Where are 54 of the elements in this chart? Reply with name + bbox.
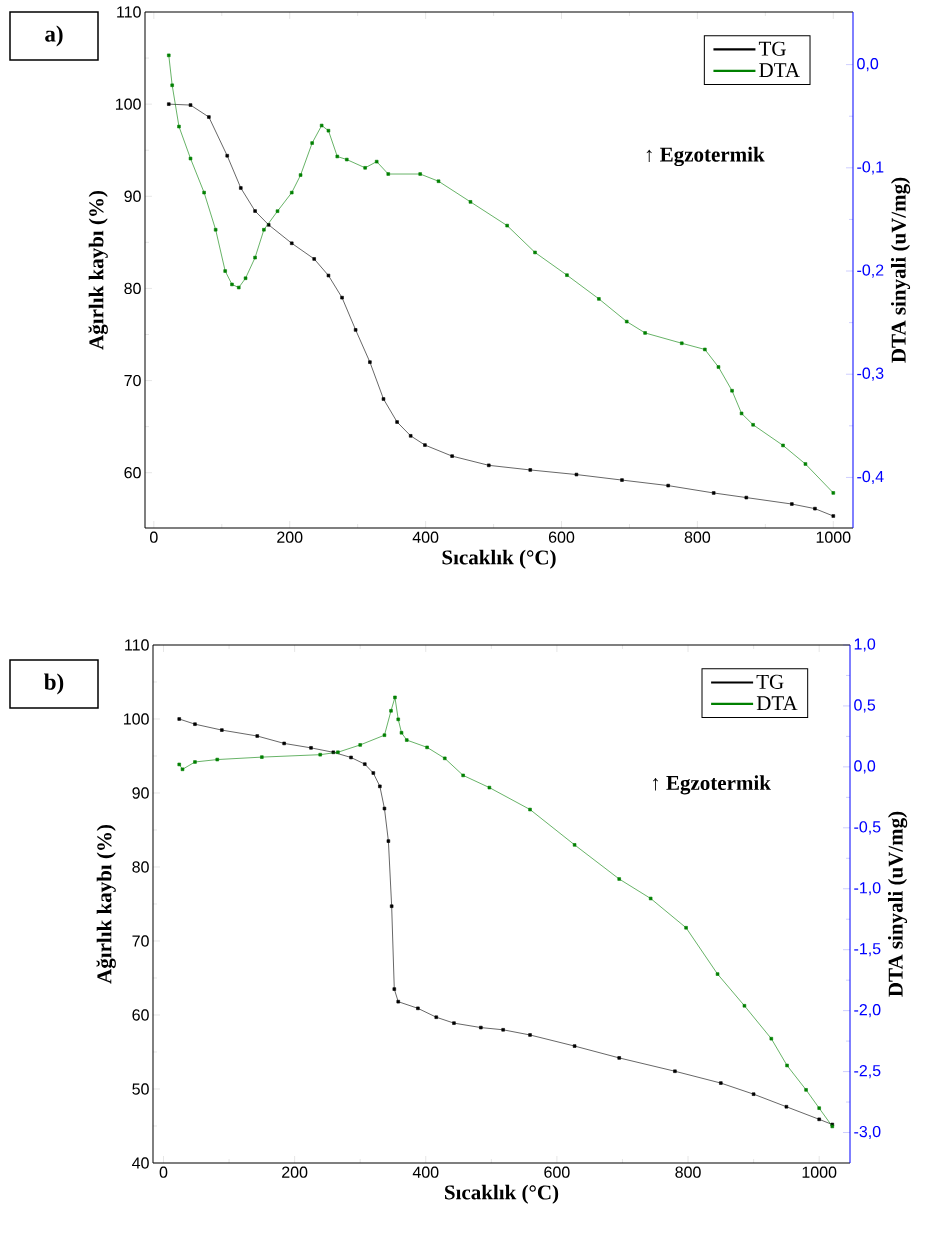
y-tick-label: 80 [132,861,149,873]
x-tick-label: 400 [412,531,439,543]
y-tick-label: 70 [124,374,141,387]
legend-label: DTA [756,696,798,711]
y2-tick-label: -2,0 [854,1004,881,1018]
y2-tick-label: -1,0 [854,882,881,896]
y-tick-label: 80 [124,282,141,295]
y2-tick-label: 0,5 [854,699,876,713]
x-tick-label: 0 [159,1166,168,1178]
x-tick-label: 1000 [816,531,851,543]
text: b) [44,673,64,695]
y-tick-label: 40 [132,1157,149,1169]
y-tick-label: 110 [125,639,149,651]
x-tick-label: 400 [412,1166,439,1178]
x-tick-label: 200 [282,1166,308,1178]
x-tick-label: 600 [544,1166,570,1178]
y2-tick-label: -2,5 [854,1064,881,1079]
text: a) [45,25,63,47]
y-axis-title: Ağırlık kaybı (%) [96,825,116,984]
x-tick-label: 600 [548,531,575,543]
y2-tick-label: -0,2 [857,264,884,278]
y2-tick-label: -0,1 [857,161,884,175]
annotation: ↑ Egzotermik [653,775,771,795]
x-tick-label: 1000 [802,1166,837,1178]
y-tick-label: 70 [132,935,149,947]
legend-label: TG [758,41,786,56]
y2-axis-title: DTA sinyali (uV/mg) [887,811,908,997]
y-tick-label: 90 [124,190,141,202]
y2-tick-label: -1,5 [854,943,881,957]
y-tick-label: 110 [117,6,141,18]
y2-tick-label: 0,0 [854,760,876,774]
y2-tick-label: 1,0 [854,638,876,652]
y-tick-label: 60 [124,467,141,479]
y2-tick-label: -3,0 [854,1125,881,1140]
legend-label: DTA [759,63,800,78]
y-tick-label: 100 [123,713,149,725]
x-tick-label: 800 [684,531,711,543]
x-axis-title: Sıcaklık (°C) [445,1184,559,1204]
y-tick-label: 100 [115,98,141,110]
y-tick-label: 50 [132,1083,149,1095]
y2-tick-label: -0,3 [857,367,884,381]
y2-axis-title: DTA sinyali (uV/mg) [890,177,911,363]
x-tick-label: 800 [675,1166,701,1178]
y2-tick-label: -0,4 [857,470,884,485]
y-tick-label: 60 [132,1009,149,1021]
legend-label: TG [756,674,784,689]
y-axis-title: Ağırlık kaybı (%) [88,191,108,350]
annotation: ↑ Egzotermik [646,146,765,167]
x-tick-label: 0 [150,531,158,543]
y-tick-label: 90 [132,787,149,799]
y2-tick-label: -0,5 [854,821,881,835]
x-axis-title: Sıcaklık (°C) [442,549,556,569]
x-tick-label: 200 [277,531,303,543]
y2-tick-label: 0,0 [857,58,879,72]
